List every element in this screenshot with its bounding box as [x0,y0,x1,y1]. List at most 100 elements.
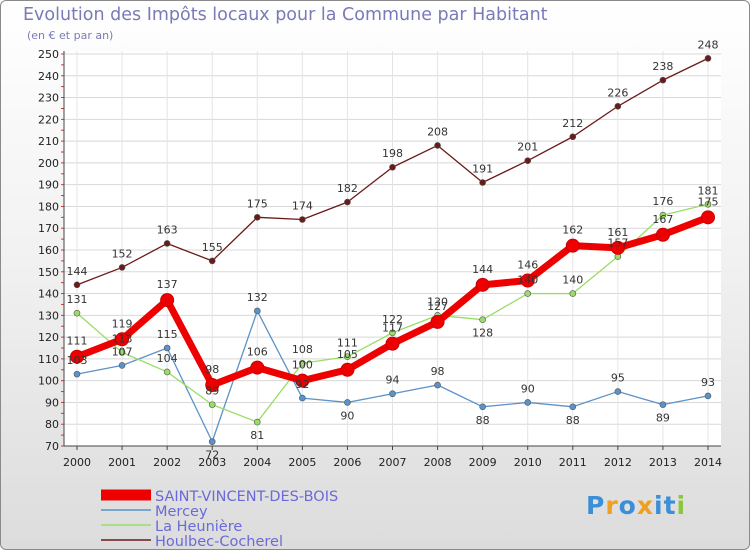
y-tick-label: 150 [38,266,59,279]
data-label: 167 [652,213,673,226]
series-mercey [73,307,712,445]
data-point [163,344,171,352]
data-label: 117 [382,322,403,335]
series-houlbec-cocherel [73,55,712,289]
y-tick-label: 170 [38,222,59,235]
data-label: 191 [472,162,493,175]
data-point [655,227,670,242]
data-label: 198 [382,147,403,160]
x-tick-label: 2010 [514,456,542,469]
data-label: 174 [292,200,313,213]
data-label: 132 [247,291,268,304]
y-tick-label: 110 [38,353,59,366]
logo-letter: i [654,491,664,520]
data-point [479,316,486,323]
data-point [73,309,81,317]
x-tick-label: 2006 [333,456,361,469]
data-point [701,210,715,225]
data-label: 88 [566,414,580,427]
data-label: 111 [67,335,88,348]
data-label: 111 [337,337,358,350]
data-point [253,307,261,315]
data-label: 144 [472,263,493,276]
data-label: 108 [292,343,313,356]
data-label: 248 [698,38,719,51]
data-point [160,293,175,308]
logo-letter: i [676,491,687,520]
logo-letter: o [618,491,637,520]
x-tick-label: 2007 [379,456,407,469]
data-label: 137 [157,278,178,291]
data-point [704,200,712,208]
y-tick-label: 240 [38,70,59,83]
data-point [205,378,220,393]
data-point [569,290,577,297]
data-label: 94 [386,374,400,387]
data-label: 90 [340,409,354,422]
data-label: 161 [607,226,628,239]
data-label: 162 [562,224,583,237]
data-point [208,401,216,408]
data-point [118,264,126,271]
y-tick-label: 130 [38,309,59,322]
data-point [340,362,355,377]
data-point [163,368,171,376]
y-tick-label: 190 [38,179,59,192]
y-tick-label: 140 [38,288,59,301]
data-label: 128 [472,327,493,340]
data-point [389,390,396,398]
data-label: 157 [607,237,628,250]
data-point [434,381,441,389]
data-point [569,133,577,141]
data-point [659,76,667,84]
data-label: 104 [157,352,178,365]
data-label: 107 [112,345,133,358]
data-point [479,403,486,411]
data-label: 93 [701,376,715,389]
data-point [344,399,351,406]
data-label: 176 [652,195,673,208]
data-point [524,290,532,297]
y-tick-label: 90 [45,396,59,409]
x-tick-label: 2001 [108,456,136,469]
series-saint-vincent-des-bois [70,210,715,393]
data-point [299,394,306,402]
data-label: 155 [202,241,223,254]
y-tick-label: 250 [38,48,59,61]
x-tick-label: 2005 [288,456,316,469]
data-label: 130 [427,295,448,308]
y-tick-label: 180 [38,200,59,213]
data-label: 144 [67,265,88,278]
data-label: 98 [205,363,219,376]
y-tick-label: 200 [38,157,59,170]
x-tick-label: 2002 [153,456,181,469]
data-point [208,438,216,445]
data-label: 131 [67,293,88,306]
data-point [73,370,81,378]
data-label: 163 [157,223,178,236]
y-tick-label: 100 [38,375,59,388]
data-point [344,198,351,206]
data-point [614,388,622,395]
data-point [704,55,712,62]
data-point [524,399,532,406]
y-tick-label: 220 [38,113,59,126]
data-point [659,211,667,219]
data-label: 122 [382,313,403,326]
data-point [479,179,486,186]
data-label: 115 [157,328,178,341]
proxiti-logo: Proxiti [586,491,686,520]
logo-letter: x [636,491,654,520]
data-point [73,281,81,289]
data-label: 89 [205,385,219,398]
data-point [115,332,130,347]
data-label: 81 [250,429,264,442]
data-label: 113 [112,332,133,345]
y-tick-label: 120 [38,331,59,344]
data-point [565,238,580,253]
data-label: 152 [112,247,133,260]
x-tick-label: 2013 [649,456,677,469]
